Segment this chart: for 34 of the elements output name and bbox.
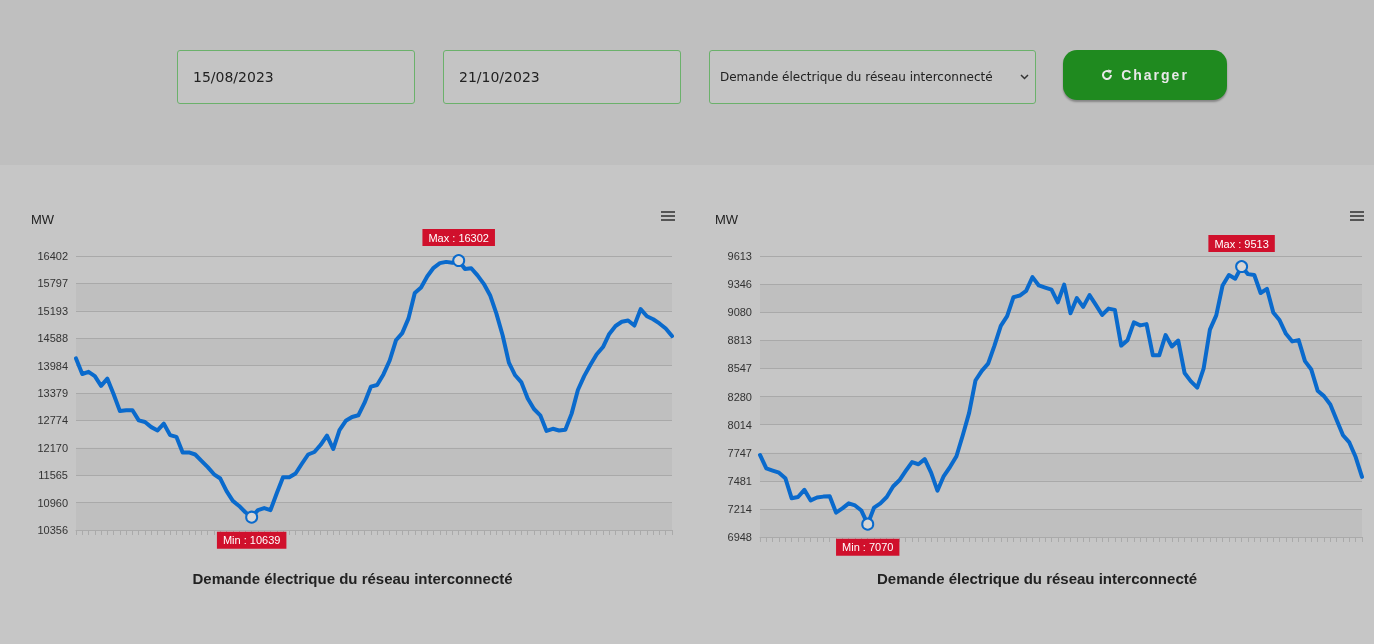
y-tick-label: 8547 bbox=[727, 362, 752, 375]
y-tick-label: 16402 bbox=[37, 250, 68, 262]
annotation: Max : 16302 bbox=[428, 231, 489, 244]
text: Demande électrique du réseau interconnecté bbox=[876, 570, 1198, 587]
dropdown-field: Demande électrique du réseau interconnecté bbox=[709, 50, 1036, 104]
y-tick-label: 9346 bbox=[727, 278, 752, 291]
button: Charger bbox=[1063, 50, 1227, 100]
y-tick-label: 15797 bbox=[37, 277, 68, 290]
y-tick-label: 11565 bbox=[38, 469, 68, 482]
date-field: 21/10/2023 bbox=[443, 50, 681, 104]
y-tick-label: 12774 bbox=[37, 414, 68, 427]
y-tick-label: 8280 bbox=[727, 390, 752, 403]
y-tick-label: 13379 bbox=[37, 387, 68, 399]
annotation: Max : 9513 bbox=[1214, 237, 1269, 250]
y-axis-title: MW bbox=[30, 212, 55, 227]
y-tick-label: 10356 bbox=[37, 524, 68, 536]
y-tick-label: 7747 bbox=[727, 446, 752, 459]
y-tick-label: 6948 bbox=[727, 531, 752, 543]
y-tick-label: 13984 bbox=[37, 359, 68, 372]
y-tick-label: 14588 bbox=[37, 332, 68, 345]
y-tick-label: 8813 bbox=[727, 334, 752, 347]
y-tick-label: 8014 bbox=[727, 418, 752, 431]
annotation: Min : 10639 bbox=[222, 534, 281, 547]
date-field: 15/08/2023 bbox=[177, 50, 415, 104]
y-tick-label: 9080 bbox=[727, 306, 752, 319]
y-axis-title: MW bbox=[714, 212, 739, 227]
y-tick-label: 9613 bbox=[727, 250, 752, 262]
y-tick-label: 7214 bbox=[727, 502, 752, 515]
annotation: Min : 7070 bbox=[842, 541, 894, 554]
y-tick-label: 7481 bbox=[727, 474, 752, 487]
y-tick-label: 15193 bbox=[37, 304, 68, 317]
text: Demande électrique du réseau interconnecté bbox=[192, 570, 513, 587]
y-tick-label: 10960 bbox=[37, 496, 68, 509]
y-tick-label: 12170 bbox=[37, 441, 68, 454]
